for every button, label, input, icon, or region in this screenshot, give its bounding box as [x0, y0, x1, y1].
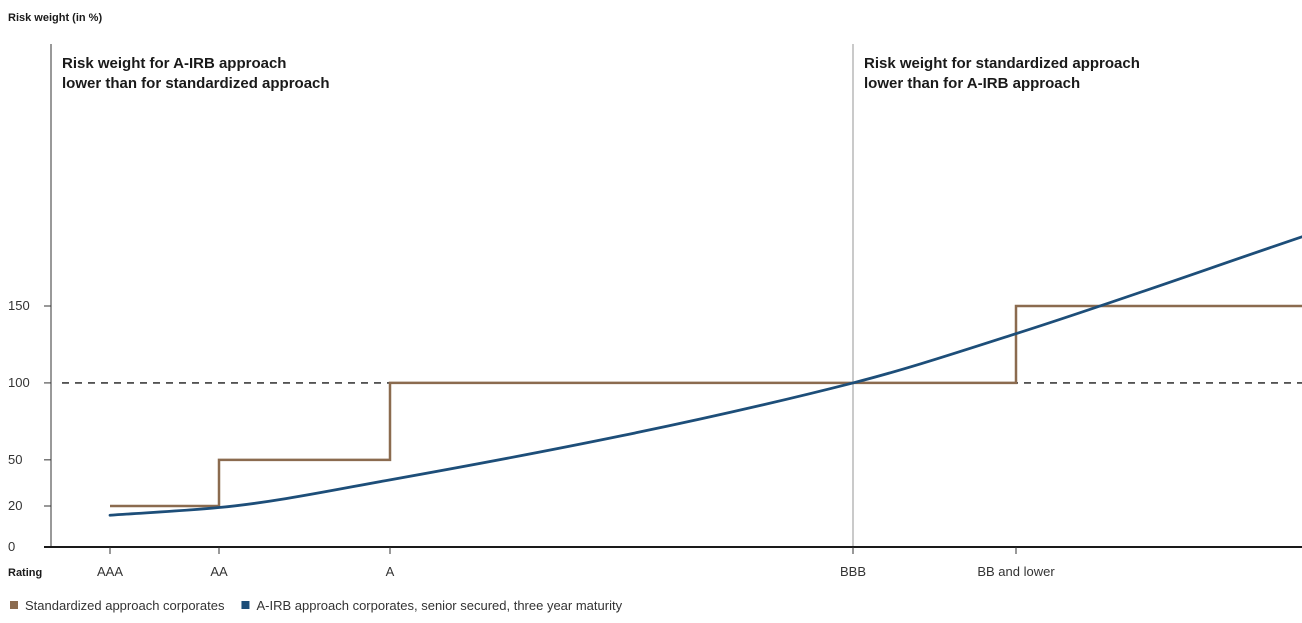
series-standardized-line [110, 304, 1302, 508]
region-label-right: Risk weight for standardized approach [864, 55, 1140, 72]
y-tick-label: 20 [8, 498, 22, 513]
x-tick-label: AAA [97, 564, 123, 579]
y-tick-label: 100 [8, 375, 30, 390]
y-tick-label: 0 [8, 539, 15, 554]
x-tick-label: A [386, 564, 395, 579]
x-tick-label: BBB [840, 564, 866, 579]
legend-label: Standardized approach corporates [25, 598, 225, 613]
x-axis-title: Rating [8, 567, 42, 579]
legend-swatch [241, 601, 250, 609]
legend: Standardized approach corporates A-IRB ap… [10, 598, 623, 613]
series-airb-curve [108, 235, 1302, 517]
legend-swatch [10, 601, 18, 609]
labels-layer: Risk weight for A-IRB approach lower than… [62, 55, 1140, 92]
region-label-left: Risk weight for A-IRB approach [62, 55, 286, 72]
grid-layer [62, 44, 1302, 547]
legend-label: A-IRB approach corporates, senior secure… [256, 598, 622, 613]
series-layer [108, 235, 1302, 517]
y-axis-title: Risk weight (in %) [8, 12, 102, 24]
x-tick-label: AA [210, 564, 228, 579]
y-tick-label: 50 [8, 452, 22, 467]
x-tick-label: BB and lower [977, 564, 1055, 579]
region-label-right: lower than for A-IRB approach [864, 75, 1080, 92]
region-label-left: lower than for standardized approach [62, 75, 330, 92]
y-tick-label: 150 [8, 298, 30, 313]
